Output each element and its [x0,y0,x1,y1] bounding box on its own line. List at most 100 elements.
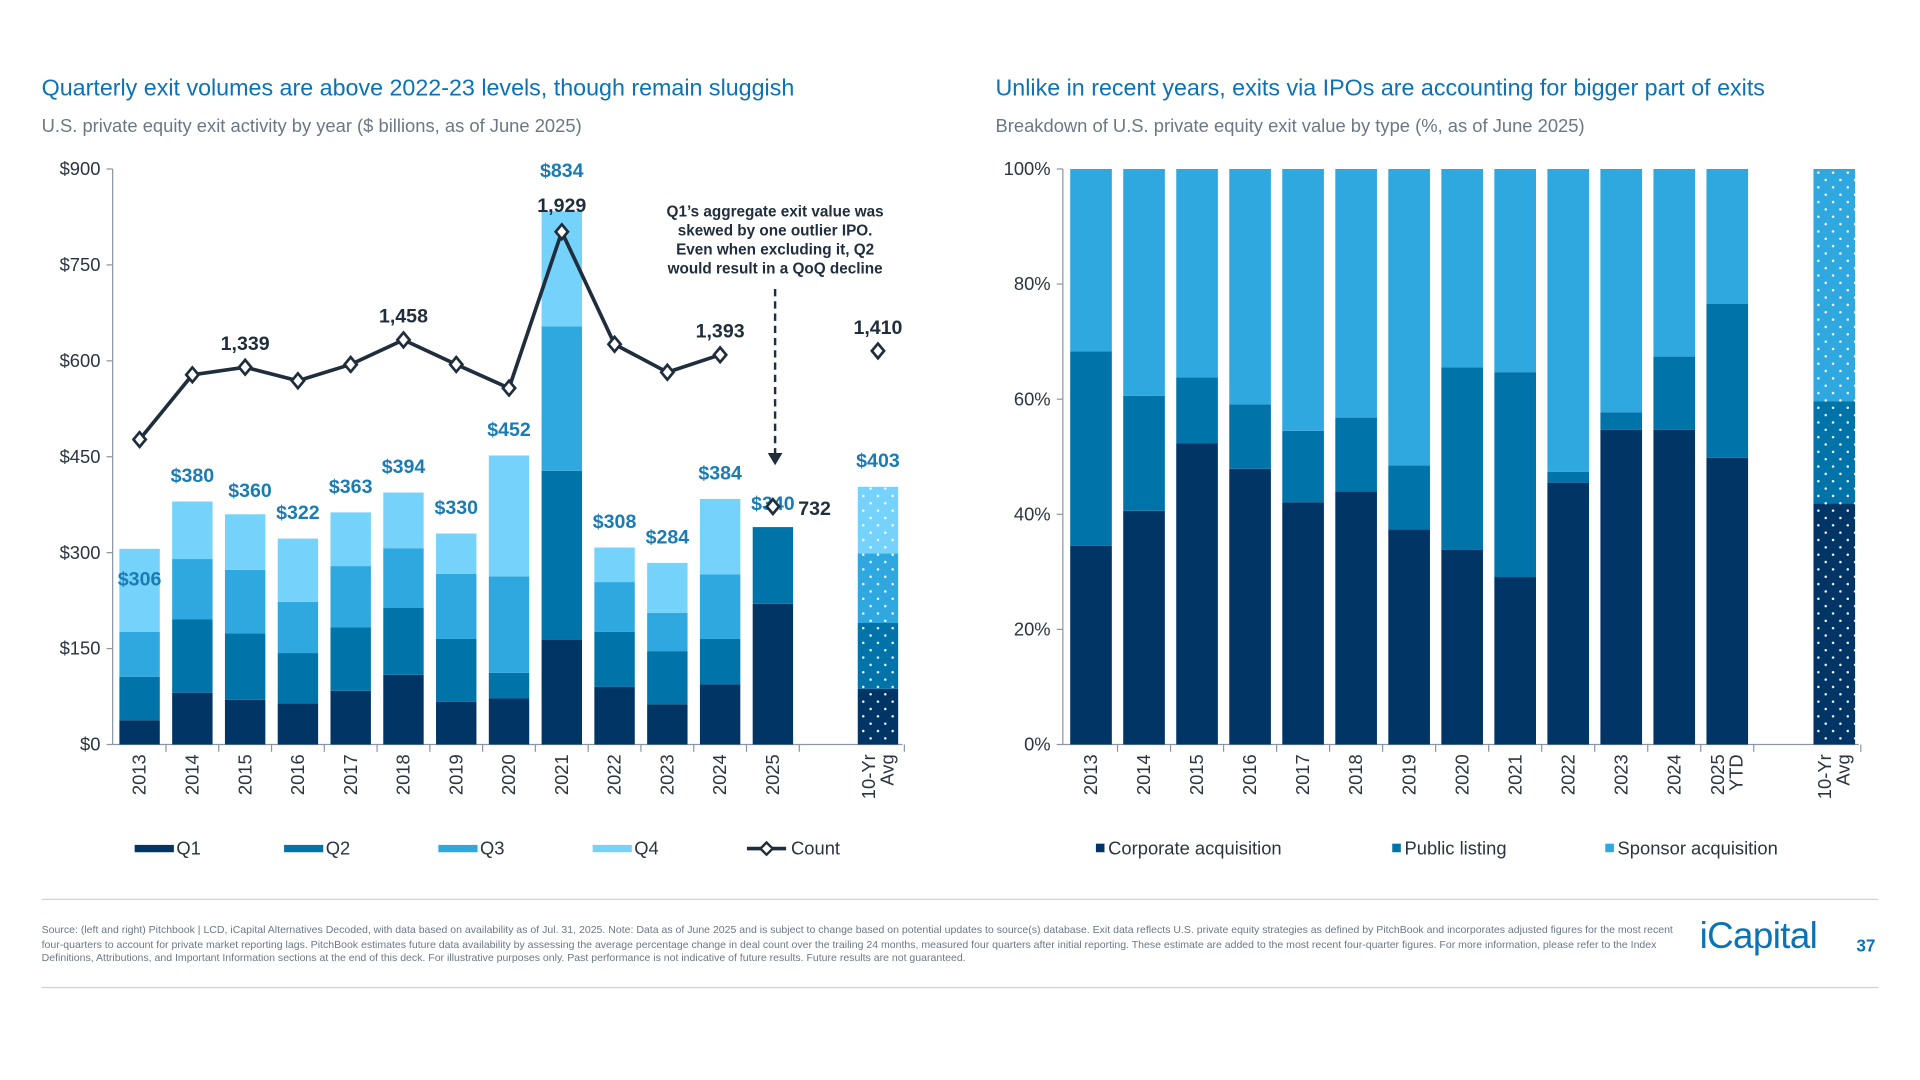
x-tick-label: 2024 [1663,754,1684,795]
x-tick-label: 2016 [287,754,308,795]
bar-segment-q2 [172,619,213,693]
bar-segment-public-listing [1123,395,1165,511]
bar-segment-q2 [224,633,266,700]
x-tick-label: 10-Yr [1814,754,1835,799]
total-label: $360 [228,480,272,502]
x-tick-label: 2016 [1239,754,1260,795]
bar-segment-corporate-acquisition [1494,577,1537,745]
x-tick-label: 2021 [551,754,572,795]
x-tick-label: 2013 [129,754,150,795]
bar-segment-q3 [330,566,371,628]
x-tick-label: 2015 [1186,754,1207,795]
bar-segment-q1 [488,698,530,745]
bar-segment-q2 [699,638,741,685]
bar-segment-q4 [647,562,688,613]
right-chart-title: Unlike in recent years, exits via IPOs a… [995,75,1765,102]
bar-segment-corporate-acquisition [1335,491,1377,745]
x-tick-label: YTD [1726,754,1747,791]
x-tick-label: 2022 [1557,754,1578,795]
bar-segment-sponsor-acquisition [1229,168,1271,405]
right-chart: 0% 20% 40% 60% 80% 100% 2013 2014 2015 2016 2017 20… [1004,158,1862,859]
bar-segment-q1 [172,692,213,745]
count-marker [237,357,254,377]
left-chart-title: Quarterly exit volumes are above 2022-23… [41,75,795,102]
bar-segment-q1 [277,703,319,745]
legend-swatch [438,844,478,853]
total-label: $380 [171,465,215,487]
bar-segment-q2 [857,622,899,689]
y-tick-label: 80% [1014,273,1051,294]
count-marker [448,355,465,374]
annotation-text: Q1’s aggregate exit value was [667,204,884,221]
count-label: 732 [798,498,831,520]
bar-segment-q1 [857,688,899,745]
y-tick-label: $750 [60,254,101,275]
bar-segment-q1 [699,684,741,745]
bar-segment-public-listing [1176,377,1218,444]
bar-segment-q4 [857,486,899,554]
bar-segment-q3 [541,326,583,471]
count-marker [765,497,781,517]
total-label: $306 [118,569,162,591]
total-label: $284 [646,526,690,548]
x-tick-label: 2018 [393,754,414,795]
bar-segment-q3 [857,553,899,623]
bar-segment-corporate-acquisition [1600,429,1643,745]
bar-segment-q1 [224,699,266,745]
total-label: $330 [434,497,478,519]
bar-segment-public-listing [1335,417,1377,492]
bar-segment-q2 [752,527,794,604]
x-tick-label: 2015 [234,754,255,795]
bar-segment-public-listing [1441,367,1483,550]
x-tick-label: 2020 [498,754,519,795]
y-tick-label: $900 [60,158,101,179]
bar-segment-q3 [647,612,688,652]
x-tick-label: 2020 [1451,754,1472,795]
bar-segment-q2 [594,631,635,687]
bar-segment-public-listing [1494,372,1537,578]
bar-segment-q1 [541,639,583,745]
footer-source-note: Source: (left and right) Pitchbook | LCD… [41,923,1673,964]
bar-segment-q4 [119,548,160,632]
page-number: 37 [1856,935,1876,956]
bar-segment-corporate-acquisition [1706,457,1749,745]
y-tick-label: $450 [60,446,101,467]
bar-segment-corporate-acquisition [1653,429,1696,745]
x-tick-label: 2025 [762,754,783,795]
x-tick-label: 2019 [445,754,466,795]
divider-bottom [41,986,1879,989]
bar-segment-sponsor-acquisition [1335,168,1377,418]
legend-swatch [1605,843,1614,853]
bar-segment-sponsor-acquisition [1441,168,1483,368]
x-tick-label: 2021 [1504,754,1525,795]
count-marker [870,341,886,361]
bar-segment-q2 [330,627,371,691]
x-tick-label: 2014 [181,754,202,795]
y-tick-label: $150 [60,638,101,659]
bar-segment-corporate-acquisition [1388,529,1430,745]
arrow-head-icon [767,453,783,466]
y-tick-label: 20% [1014,619,1051,640]
bar-segment-public-listing [1547,471,1590,483]
bar-segment-q4 [594,547,635,583]
bar-segment-sponsor-acquisition [1706,168,1749,304]
bar-segment-sponsor-acquisition [1600,168,1643,413]
count-marker [501,378,517,398]
right-chart-subtitle: Breakdown of U.S. private equity exit va… [995,116,1585,138]
x-tick-label: 10-Yr [858,754,879,799]
legend-label: Q2 [326,838,351,859]
bar-segment-sponsor-acquisition [1070,168,1112,352]
total-label: $452 [487,419,531,441]
bar-segment-corporate-acquisition [1229,468,1271,745]
count-label: 1,339 [221,333,270,355]
bar-segment-q1 [119,720,160,745]
total-label: $394 [382,456,426,478]
y-tick-label: 100% [1004,158,1051,179]
legend-label: Q3 [480,838,505,859]
legend-swatch [134,844,174,853]
total-label: $403 [856,450,900,472]
count-marker [606,334,623,354]
bar-segment-public-listing [1706,303,1749,458]
x-tick-label: 2019 [1398,754,1419,795]
bar-segment-q3 [383,548,424,608]
